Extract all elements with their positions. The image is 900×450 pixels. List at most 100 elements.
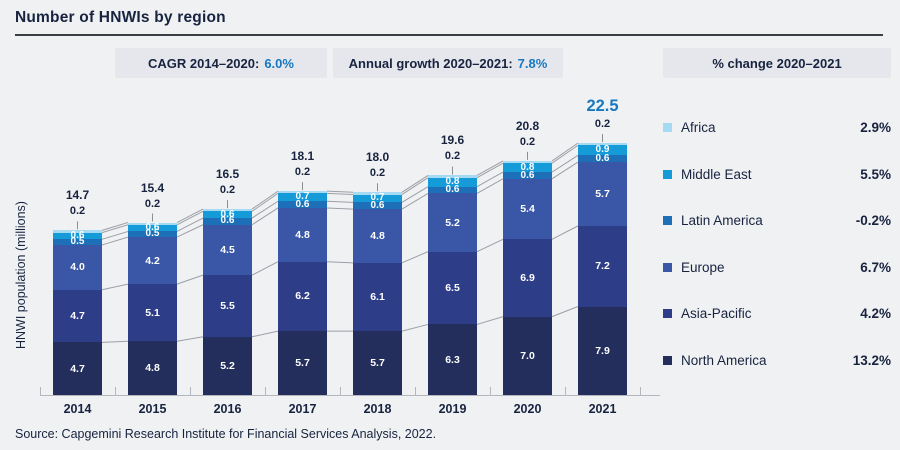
bar-segment-middle-east bbox=[278, 193, 327, 202]
africa-value-label: 0.2 bbox=[369, 167, 386, 180]
bar-segment-asia-pacific bbox=[278, 261, 327, 332]
bar-segment-asia-pacific bbox=[128, 284, 177, 342]
segment-value-label: 4.7 bbox=[70, 362, 85, 375]
axis-tick bbox=[190, 387, 191, 395]
segment-value-label: 6.3 bbox=[445, 353, 460, 366]
bar-segment-latin-america bbox=[503, 172, 552, 179]
axis-tick bbox=[415, 387, 416, 395]
legend-region-name: Latin America bbox=[681, 213, 763, 229]
bar-total-label: 15.4 bbox=[140, 180, 165, 195]
segment-value-label: 5.2 bbox=[220, 359, 235, 372]
axis-tick bbox=[265, 387, 266, 395]
bar-segment-north-america bbox=[503, 316, 552, 395]
segment-value-label: 0.6 bbox=[595, 152, 610, 164]
segment-value-label: 4.8 bbox=[370, 230, 385, 242]
legend-row-africa: Africa 2.9% bbox=[663, 120, 891, 135]
legend-swatch-icon bbox=[663, 262, 672, 272]
x-axis-year-label: 2016 bbox=[213, 402, 242, 416]
bar-segment-africa bbox=[203, 209, 252, 212]
badge-pct-change-label: % change 2020–2021 bbox=[712, 55, 842, 71]
axis-tick bbox=[640, 387, 641, 395]
legend-change-value: -0.2% bbox=[855, 213, 891, 229]
bar-segment-africa bbox=[578, 143, 627, 146]
africa-value-label: 0.2 bbox=[69, 205, 86, 218]
bar-segment-middle-east bbox=[353, 194, 402, 203]
bar-segment-africa bbox=[428, 175, 477, 178]
segment-value-label: 0.7 bbox=[370, 192, 385, 204]
bar-segment-middle-east bbox=[128, 224, 177, 232]
x-axis-year-label: 2021 bbox=[588, 402, 617, 416]
legend-region-name: Africa bbox=[681, 120, 716, 135]
africa-value-label: 0.2 bbox=[294, 166, 311, 179]
legend-row-middle-east: Middle East 5.5% bbox=[663, 167, 891, 182]
bar-total-label: 19.6 bbox=[440, 133, 465, 148]
badge-cagr-label: CAGR 2014–2020: bbox=[148, 55, 260, 71]
legend-row-asia-pacific: Asia-Pacific 4.2% bbox=[663, 306, 891, 321]
bar-segment-europe bbox=[128, 237, 177, 285]
segment-value-label: 5.1 bbox=[145, 306, 160, 319]
source-text: Source: Capgemini Research Institute for… bbox=[15, 427, 437, 441]
bar-segment-north-america bbox=[53, 342, 102, 395]
x-axis-year-label: 2014 bbox=[63, 402, 92, 416]
badge-annual-growth: Annual growth 2020–2021: 7.8% bbox=[333, 48, 563, 78]
bar-segment-europe bbox=[503, 178, 552, 240]
segment-value-label: 4.2 bbox=[145, 254, 160, 267]
bar-segment-africa bbox=[128, 222, 177, 225]
segment-value-label: 0.9 bbox=[595, 144, 610, 156]
segment-value-label: 7.0 bbox=[520, 349, 535, 362]
legend-swatch-icon bbox=[663, 169, 672, 179]
x-axis-year-label: 2019 bbox=[438, 402, 467, 416]
segment-value-label: 5.2 bbox=[445, 216, 460, 229]
legend-swatch-icon bbox=[663, 355, 672, 365]
segment-value-label: 4.5 bbox=[220, 244, 235, 256]
africa-value-label: 0.2 bbox=[144, 197, 161, 210]
segment-value-label: 4.8 bbox=[295, 228, 310, 241]
bar-segment-latin-america bbox=[428, 186, 477, 194]
bar-total-label: 16.5 bbox=[215, 167, 240, 182]
axis-tick bbox=[115, 387, 116, 395]
segment-value-label: 5.7 bbox=[595, 188, 610, 200]
segment-value-label: 5.4 bbox=[520, 203, 535, 216]
bar-segment-middle-east bbox=[578, 145, 627, 156]
bar-segment-north-america bbox=[128, 341, 177, 395]
bar-total-label: 18.0 bbox=[365, 150, 390, 165]
segment-value-label: 5.5 bbox=[220, 300, 235, 312]
segment-value-label: 0.6 bbox=[220, 215, 235, 227]
x-axis-year-label: 2018 bbox=[363, 402, 392, 416]
bar-segment-middle-east bbox=[203, 211, 252, 219]
legend-region-name: Asia-Pacific bbox=[681, 306, 752, 322]
x-axis-baseline bbox=[40, 395, 660, 396]
segment-value-label: 4.7 bbox=[70, 310, 85, 322]
bar-segment-north-america bbox=[278, 331, 327, 395]
legend-swatch-icon bbox=[663, 216, 672, 226]
segment-value-label: 0.6 bbox=[220, 208, 235, 220]
bar-segment-north-america bbox=[203, 336, 252, 395]
bar-segment-europe bbox=[53, 244, 102, 290]
bar-segment-latin-america bbox=[353, 202, 402, 210]
bar-total-label: 18.1 bbox=[290, 149, 315, 164]
segment-value-label: 0.6 bbox=[445, 184, 460, 195]
bar-segment-middle-east bbox=[53, 232, 102, 240]
x-axis-year-label: 2015 bbox=[138, 402, 167, 416]
badge-pct-change: % change 2020–2021 bbox=[663, 48, 891, 78]
bar-segment-latin-america bbox=[278, 201, 327, 208]
page-title: Number of HNWIs by region bbox=[15, 9, 226, 26]
bar-segment-middle-east bbox=[428, 177, 477, 187]
chart-legend: Africa 2.9% Middle East 5.5% Latin America -0… bbox=[663, 120, 891, 368]
africa-value-label: 0.2 bbox=[594, 118, 611, 130]
bar-segment-north-america bbox=[353, 331, 402, 395]
segment-value-label: 0.6 bbox=[145, 222, 160, 234]
bar-segment-europe bbox=[203, 224, 252, 276]
segment-value-label: 5.7 bbox=[295, 357, 310, 370]
segment-value-label: 4.0 bbox=[70, 261, 85, 274]
segment-value-label: 0.5 bbox=[70, 236, 85, 248]
bar-total-label: 20.8 bbox=[515, 118, 540, 133]
segment-value-label: 0.7 bbox=[295, 191, 310, 203]
bar-segment-africa bbox=[53, 230, 102, 233]
bar-segment-asia-pacific bbox=[203, 275, 252, 337]
bar-segment-latin-america bbox=[203, 218, 252, 225]
legend-swatch-icon bbox=[663, 123, 672, 132]
bar-segment-latin-america bbox=[128, 231, 177, 238]
bar-segment-asia-pacific bbox=[53, 289, 102, 343]
badge-annual-growth-label: Annual growth 2020–2021: bbox=[348, 55, 513, 71]
